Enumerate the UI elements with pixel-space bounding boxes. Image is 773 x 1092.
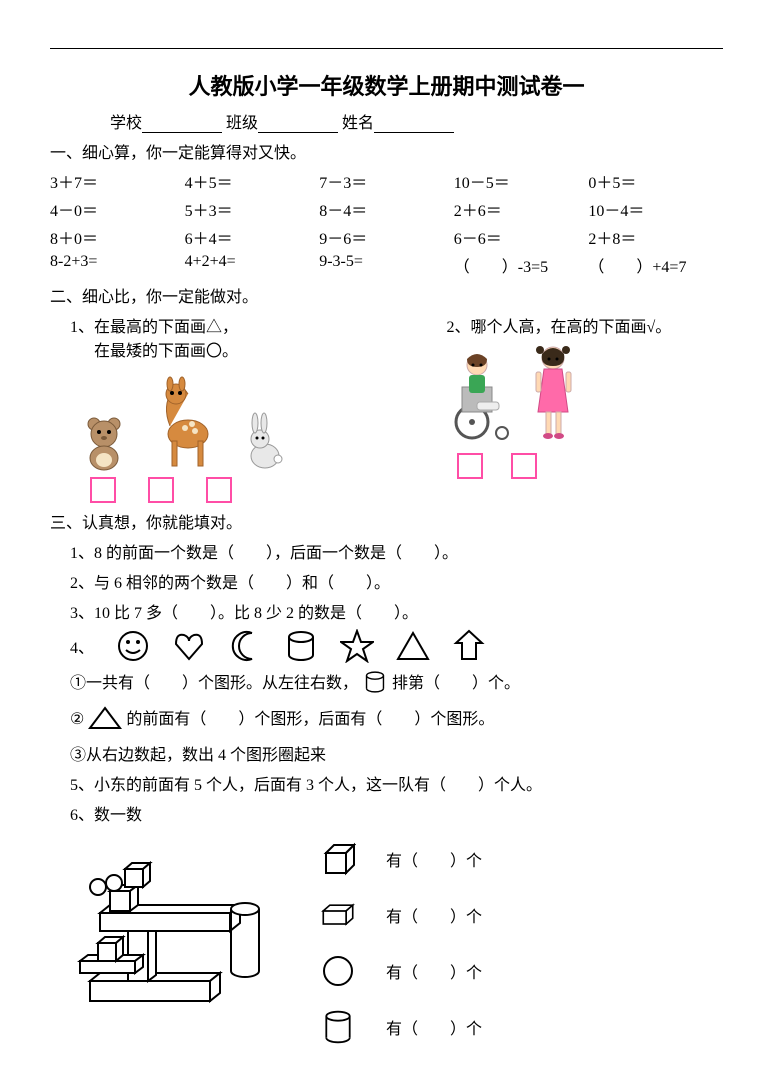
s3-q4-shapes: 4、	[70, 629, 723, 663]
sphere-icon	[320, 953, 356, 989]
s2-q1a: 1、在最高的下面画△，	[70, 313, 327, 337]
calc-cell: 10－5＝	[454, 169, 589, 193]
count-item-cuboid: 有（ ）个	[320, 897, 482, 933]
s3-q4-2a: ②	[70, 711, 84, 728]
calc-cell: 8－4＝	[319, 197, 454, 221]
s3-q1: 1、8 的前面一个数是（ ），后面一个数是（ ）。	[70, 539, 723, 563]
calc-grid: 3＋7＝ 4＋5＝ 7－3＝ 10－5＝ 0＋5＝ 4－0＝ 5＋3＝ 8－4＝…	[50, 169, 723, 277]
s3-q6-label: 6、数一数	[70, 801, 723, 825]
count-text: 有（ ）个	[386, 847, 482, 871]
count-text: 有（ ）个	[386, 959, 482, 983]
star-icon	[340, 629, 374, 663]
s3-q4-1b: 排第（ ）个。	[392, 675, 520, 692]
triangle-inline-icon	[88, 706, 122, 735]
section-3-head: 三、认真想，你就能填对。	[50, 509, 723, 533]
girl-standing-icon	[526, 342, 581, 447]
calc-cell: 6－6＝	[454, 225, 589, 249]
block-figure-icon	[70, 831, 290, 1026]
cylinder-inline-icon	[362, 670, 388, 699]
smiley-icon	[116, 629, 150, 663]
calc-cell: 8-2+3=	[50, 253, 185, 277]
info-line: 学校 班级 姓名	[110, 109, 723, 133]
section-2-head: 二、细心比，你一定能做对。	[50, 283, 723, 307]
arrow-up-icon	[452, 629, 486, 663]
answer-box[interactable]	[511, 453, 537, 479]
name-label: 姓名	[342, 115, 374, 132]
calc-cell: 2＋8＝	[588, 225, 723, 249]
cylinder-count-icon	[320, 1009, 356, 1045]
cylinder-icon	[284, 629, 318, 663]
answer-box[interactable]	[90, 477, 116, 503]
cube-icon	[320, 841, 356, 877]
calc-cell: 10－4＝	[588, 197, 723, 221]
rabbit-icon	[240, 411, 290, 471]
calc-cell: 5＋3＝	[185, 197, 320, 221]
calc-cell: 8＋0＝	[50, 225, 185, 249]
triangle-icon	[396, 629, 430, 663]
count-item-cylinder: 有（ ）个	[320, 1009, 482, 1045]
count-text: 有（ ）个	[386, 1015, 482, 1039]
s3-q4-3: ③从右边数起，数出 4 个图形圈起来	[70, 741, 723, 765]
s3-q4-2b: 的前面有（ ）个图形，后面有（ ）个图形。	[126, 711, 494, 728]
s3-q3: 3、10 比 7 多（ ）。比 8 少 2 的数是（ ）。	[70, 599, 723, 623]
calc-cell: 4＋5＝	[185, 169, 320, 193]
school-label: 学校	[110, 115, 142, 132]
calc-cell: 9-3-5=	[319, 253, 454, 277]
calc-cell: 6＋4＝	[185, 225, 320, 249]
calc-cell: 0＋5＝	[588, 169, 723, 193]
people-row	[447, 347, 724, 447]
answer-box[interactable]	[457, 453, 483, 479]
animals-row	[80, 371, 327, 471]
calc-cell: 7－3＝	[319, 169, 454, 193]
count-list: 有（ ）个 有（ ）个 有（ ）个 有（ ）个	[320, 841, 482, 1045]
top-rule	[50, 48, 723, 49]
cuboid-icon	[320, 897, 356, 933]
s2-q1b: 在最矮的下面画〇。	[94, 337, 327, 361]
calc-cell: 4－0＝	[50, 197, 185, 221]
s2-q2: 2、哪个人高，在高的下面画√。	[447, 313, 724, 337]
heart-icon	[172, 629, 206, 663]
s3-q4-label: 4、	[70, 634, 94, 658]
school-blank	[142, 114, 222, 133]
boy-wheelchair-icon	[447, 347, 522, 447]
calc-cell: （ ）+4=7	[588, 253, 723, 277]
class-blank	[258, 114, 338, 133]
calc-cell: 2＋6＝	[454, 197, 589, 221]
count-item-sphere: 有（ ）个	[320, 953, 482, 989]
deer-icon	[150, 376, 220, 471]
calc-cell: 4+2+4=	[185, 253, 320, 277]
name-blank	[374, 114, 454, 133]
section-2-body: 1、在最高的下面画△， 在最矮的下面画〇。	[50, 313, 723, 503]
s3-q5: 5、小东的前面有 5 个人，后面有 3 个人，这一队有（ ）个人。	[70, 771, 723, 795]
s2-col-2: 2、哪个人高，在高的下面画√。	[447, 313, 724, 503]
s2-col-1: 1、在最高的下面画△， 在最矮的下面画〇。	[50, 313, 327, 503]
count-item-cube: 有（ ）个	[320, 841, 482, 877]
moon-icon	[228, 629, 262, 663]
page-title: 人教版小学一年级数学上册期中测试卷一	[50, 69, 723, 101]
answer-boxes-1	[90, 477, 327, 503]
count-text: 有（ ）个	[386, 903, 482, 927]
s3-q4-1: ①一共有（ ）个图形。从左往右数， 排第（ ）个。	[70, 669, 723, 699]
section-1-head: 一、细心算，你一定能算得对又快。	[50, 139, 723, 163]
calc-cell: （ ）-3=5	[454, 253, 589, 277]
bear-icon	[80, 416, 130, 471]
s3-q4-1a: ①一共有（ ）个图形。从左往右数，	[70, 675, 358, 692]
s3-q6-row: 有（ ）个 有（ ）个 有（ ）个 有（ ）个	[70, 831, 723, 1045]
class-label: 班级	[226, 115, 258, 132]
answer-box[interactable]	[206, 477, 232, 503]
calc-cell: 3＋7＝	[50, 169, 185, 193]
answer-boxes-2	[457, 453, 724, 479]
calc-cell: 9－6＝	[319, 225, 454, 249]
answer-box[interactable]	[148, 477, 174, 503]
s3-q4-2: ② 的前面有（ ）个图形，后面有（ ）个图形。	[70, 705, 723, 735]
s3-q2: 2、与 6 相邻的两个数是（ ）和（ ）。	[70, 569, 723, 593]
